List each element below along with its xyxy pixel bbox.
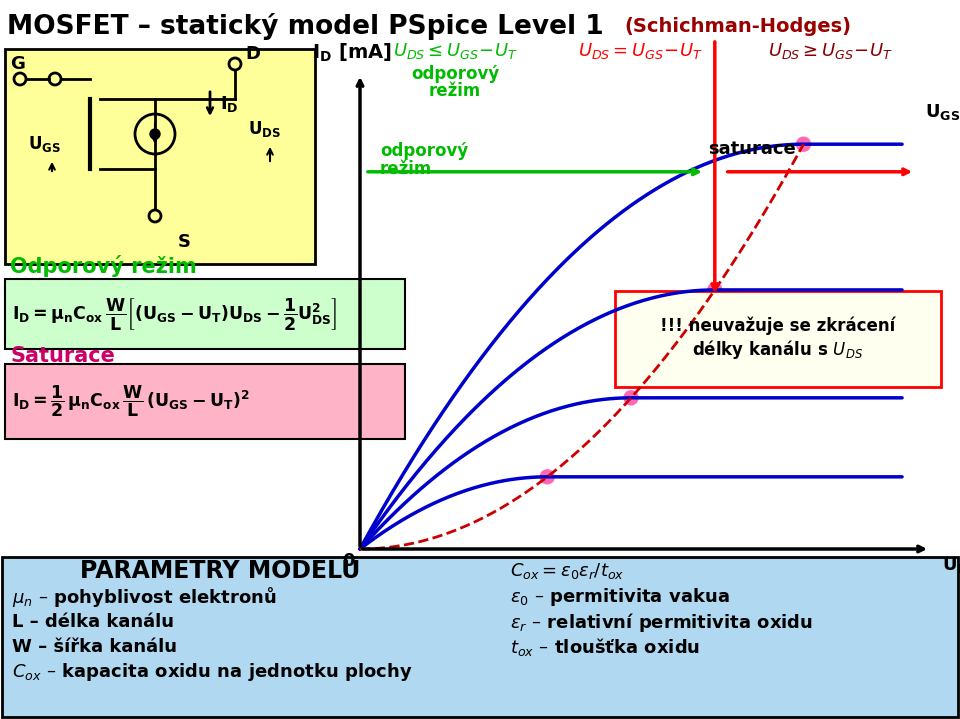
- Bar: [5, 364, 405, 439]
- Text: $C_{ox}= \varepsilon_0\varepsilon_r/t_{ox}$: $C_{ox}= \varepsilon_0\varepsilon_r/t_{o…: [510, 561, 624, 581]
- Text: !!! neuvažuje se zkrácení
délky kanálu s $U_{DS}$: !!! neuvažuje se zkrácení délky kanálu s…: [660, 316, 896, 362]
- Text: Saturace: Saturace: [10, 346, 115, 366]
- Text: $\varepsilon_r$ – relativní permitivita oxidu: $\varepsilon_r$ – relativní permitivita …: [510, 610, 813, 633]
- Text: odporový: odporový: [411, 65, 499, 83]
- Text: $\mathbf{U_{GS}}$ [V]: $\mathbf{U_{GS}}$ [V]: [925, 101, 960, 122]
- Text: saturace: saturace: [708, 139, 796, 157]
- Text: Odporový režim: Odporový režim: [10, 255, 197, 277]
- Text: $\mu_n$ – pohyblivost elektronů: $\mu_n$ – pohyblivost elektronů: [12, 585, 276, 609]
- Text: režim: režim: [429, 82, 481, 100]
- Text: PARAMETRY MODELU: PARAMETRY MODELU: [80, 559, 360, 583]
- Text: režim: režim: [380, 160, 432, 178]
- Text: 0: 0: [342, 552, 354, 570]
- Text: $\varepsilon_0$ – permitivita vakua: $\varepsilon_0$ – permitivita vakua: [510, 586, 730, 608]
- Circle shape: [540, 470, 554, 484]
- FancyBboxPatch shape: [615, 291, 941, 387]
- Circle shape: [624, 391, 638, 405]
- Text: $\mathbf{U_{DS}}$ [V]: $\mathbf{U_{DS}}$ [V]: [942, 554, 960, 575]
- Text: $U_{DS}\leq U_{GS}\!-\!U_T$: $U_{DS}\leq U_{GS}\!-\!U_T$: [393, 41, 517, 61]
- Circle shape: [150, 129, 160, 139]
- Text: $U_{DS}\geq U_{GS}\!-\!U_T$: $U_{DS}\geq U_{GS}\!-\!U_T$: [768, 41, 893, 61]
- Text: $t_{ox}$ – tloušťka oxidu: $t_{ox}$ – tloušťka oxidu: [510, 636, 700, 658]
- Text: G: G: [11, 55, 25, 73]
- Text: $U_{DS}=U_{GS}\!-\!U_T$: $U_{DS}=U_{GS}\!-\!U_T$: [578, 41, 703, 61]
- Text: D: D: [245, 45, 260, 63]
- Text: $\mathbf{I_D}$ [mA]: $\mathbf{I_D}$ [mA]: [312, 42, 392, 64]
- Text: $\mathbf{I_D = \mu_n C_{ox}\, \dfrac{W}{L} \left[(U_{GS}-U_T)U_{DS}-\dfrac{1}{2}: $\mathbf{I_D = \mu_n C_{ox}\, \dfrac{W}{…: [12, 296, 338, 332]
- Text: S: S: [178, 233, 191, 251]
- Text: $C_{ox}$ – kapacita oxidu na jednotku plochy: $C_{ox}$ – kapacita oxidu na jednotku pl…: [12, 661, 413, 683]
- Circle shape: [797, 137, 810, 151]
- Text: $\mathbf{I_D = \dfrac{1}{2}\,\mu_n C_{ox}\, \dfrac{W}{L}\,(U_{GS}-U_T)^2}$: $\mathbf{I_D = \dfrac{1}{2}\,\mu_n C_{ox…: [12, 384, 250, 419]
- Bar: [5, 49, 315, 264]
- Text: (Schichman-Hodges): (Schichman-Hodges): [625, 17, 852, 37]
- Text: W – šířka kanálu: W – šířka kanálu: [12, 638, 177, 656]
- Text: $\mathbf{U_{DS}}$: $\mathbf{U_{DS}}$: [248, 119, 281, 139]
- Text: $\mathbf{I_D}$: $\mathbf{I_D}$: [220, 94, 239, 114]
- Text: MOSFET – statický model PSpice Level 1: MOSFET – statický model PSpice Level 1: [7, 14, 612, 40]
- Circle shape: [708, 283, 722, 297]
- Bar: [5, 279, 405, 349]
- Text: $\mathbf{U_{GS}}$: $\mathbf{U_{GS}}$: [28, 134, 60, 154]
- Bar: [2, 557, 958, 717]
- Text: L – délka kanálu: L – délka kanálu: [12, 613, 174, 631]
- Text: odporový: odporový: [380, 142, 468, 160]
